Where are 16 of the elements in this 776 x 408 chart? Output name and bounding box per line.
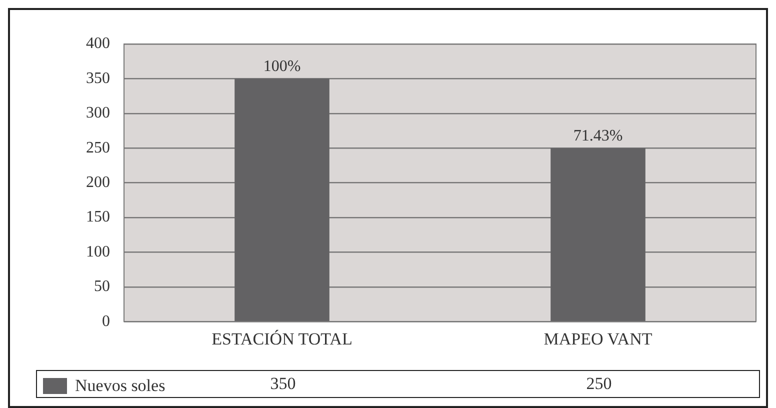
legend-label: Nuevos soles	[75, 376, 166, 396]
x-tick-label: MAPEO VANT	[544, 329, 653, 348]
y-tick-label: 250	[86, 139, 110, 156]
data-label: 250	[585, 374, 613, 394]
y-tick-label: 100	[86, 243, 110, 260]
annotation: 71.43%	[573, 127, 623, 144]
x-tick-label: ESTACIÓN TOTAL	[212, 329, 352, 348]
y-tick-label: 50	[94, 278, 110, 296]
y-tick-label: 300	[86, 104, 110, 122]
annotation: 100%	[263, 58, 301, 75]
y-tick-label: 150	[86, 208, 110, 226]
y-tick-label: 350	[86, 70, 110, 87]
data-label: 350	[269, 374, 297, 394]
y-tick-label: 400	[86, 35, 110, 52]
y-tick-label: 200	[86, 174, 110, 192]
y-tick-label: 0	[102, 312, 110, 330]
